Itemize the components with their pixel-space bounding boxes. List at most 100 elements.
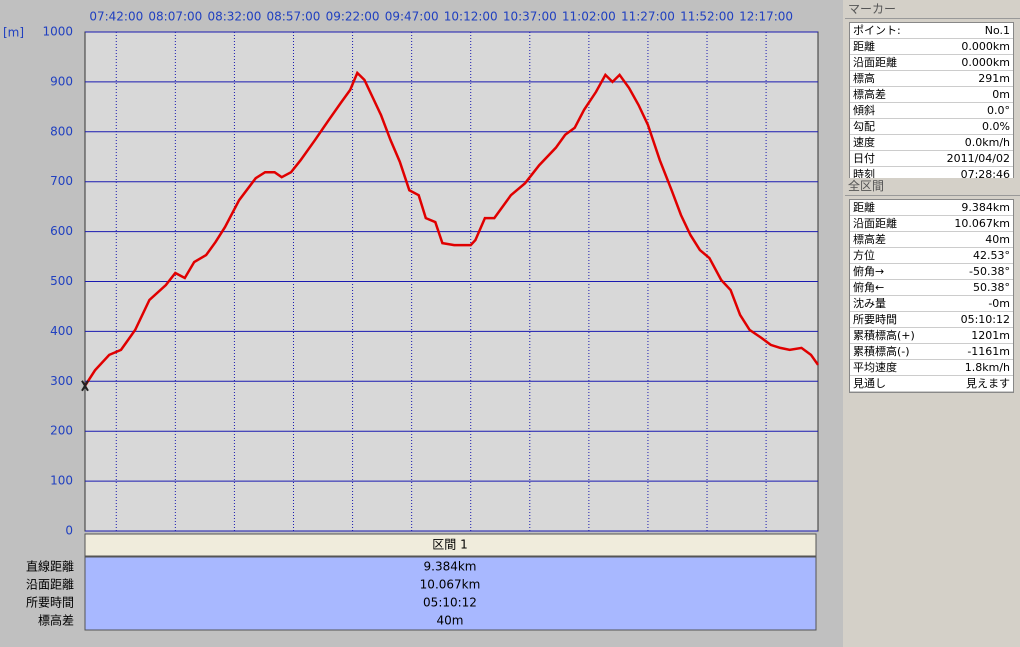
info-row: 平均速度 1.8km/h bbox=[850, 360, 1013, 376]
x-tick-label: 09:22:00 bbox=[326, 10, 380, 24]
marker-box: ポイント: No.1 距離 0.000km 沿面距離 0.000km 標高 291m 標高差 0m… bbox=[849, 22, 1014, 184]
info-panel: マーカー ポイント: No.1 距離 0.000km 沿面距離 0.000km 標高 291m… bbox=[843, 0, 1020, 647]
panel-title: マーカー bbox=[845, 1, 1020, 19]
info-label: 勾配 bbox=[853, 120, 875, 133]
start-marker bbox=[81, 380, 89, 392]
row-label: 標高差 bbox=[38, 613, 74, 628]
info-label: 沈み量 bbox=[853, 297, 886, 310]
info-row: 速度 0.0km/h bbox=[850, 135, 1013, 151]
info-label: 所要時間 bbox=[853, 313, 897, 326]
info-row: 勾配 0.0% bbox=[850, 119, 1013, 135]
info-value: 05:10:12 bbox=[960, 313, 1010, 326]
info-value: 2011/04/02 bbox=[946, 152, 1010, 165]
y-tick-label: 1000 bbox=[42, 25, 73, 39]
info-value: 291m bbox=[978, 72, 1010, 85]
info-value: 9.384km bbox=[961, 201, 1010, 214]
info-row: ポイント: No.1 bbox=[850, 23, 1013, 39]
info-value: -50.38° bbox=[969, 265, 1010, 278]
info-row: 方位 42.53° bbox=[850, 248, 1013, 264]
info-row: 累積標高(+) 1201m bbox=[850, 328, 1013, 344]
info-value: 07:28:46 bbox=[960, 168, 1010, 181]
row-label: 沿面距離 bbox=[26, 578, 74, 592]
y-tick-label: 600 bbox=[50, 224, 73, 238]
info-row: 見通し 見えます bbox=[850, 376, 1013, 392]
row-value: 9.384km bbox=[424, 560, 477, 574]
info-label: 日付 bbox=[853, 152, 875, 165]
info-value: No.1 bbox=[984, 24, 1010, 37]
info-value: 10.067km bbox=[954, 217, 1010, 230]
y-tick-label: 800 bbox=[50, 124, 73, 138]
info-row: 俯角→ -50.38° bbox=[850, 264, 1013, 280]
info-label: 距離 bbox=[853, 40, 875, 53]
x-tick-label: 11:52:00 bbox=[680, 10, 734, 24]
info-value: -0m bbox=[988, 297, 1010, 310]
total-box: 距離 9.384km 沿面距離 10.067km 標高差 40m 方位 42.53° 俯角→ -5… bbox=[849, 199, 1014, 393]
info-value: 1201m bbox=[971, 329, 1010, 342]
info-label: 俯角← bbox=[853, 281, 885, 294]
x-tick-label: 08:07:00 bbox=[148, 10, 202, 24]
table-body-bg bbox=[84, 556, 817, 631]
info-label: 時刻 bbox=[853, 168, 875, 181]
elevation-line bbox=[83, 70, 820, 387]
info-label: 標高差 bbox=[853, 233, 886, 246]
info-row: 標高差 40m bbox=[850, 232, 1013, 248]
info-value: -1161m bbox=[967, 345, 1010, 358]
info-row: 所要時間 05:10:12 bbox=[850, 312, 1013, 328]
info-row: 傾斜 0.0° bbox=[850, 103, 1013, 119]
info-label: 累積標高(-) bbox=[853, 345, 910, 358]
y-tick-label: 0 bbox=[65, 524, 73, 538]
info-label: 距離 bbox=[853, 201, 875, 214]
info-row: 距離 9.384km bbox=[850, 200, 1013, 216]
row-label: 直線距離 bbox=[26, 559, 74, 574]
info-row: 沈み量 -0m bbox=[850, 296, 1013, 312]
row-label: 所要時間 bbox=[26, 596, 74, 610]
info-row: 標高 291m bbox=[850, 71, 1013, 87]
info-row: 標高差 0m bbox=[850, 87, 1013, 103]
y-tick-label: 200 bbox=[50, 424, 73, 438]
row-value: 05:10:12 bbox=[423, 596, 477, 610]
info-label: 沿面距離 bbox=[853, 217, 897, 230]
info-label: 累積標高(+) bbox=[853, 329, 915, 342]
info-row: 俯角← 50.38° bbox=[850, 280, 1013, 296]
info-label: 見通し bbox=[853, 377, 886, 390]
y-tick-label: 100 bbox=[50, 474, 73, 488]
info-value: 0.000km bbox=[961, 40, 1010, 53]
info-label: ポイント: bbox=[853, 24, 901, 37]
x-tick-label: 10:37:00 bbox=[503, 10, 557, 24]
x-tick-label: 10:12:00 bbox=[444, 10, 498, 24]
info-value: 見えます bbox=[966, 377, 1010, 390]
info-value: 42.53° bbox=[973, 249, 1010, 262]
y-tick-label: 300 bbox=[50, 374, 73, 388]
info-row: 沿面距離 0.000km bbox=[850, 55, 1013, 71]
x-tick-label: 11:27:00 bbox=[621, 10, 675, 24]
info-value: 0.000km bbox=[961, 56, 1010, 69]
x-tick-label: 08:32:00 bbox=[207, 10, 261, 24]
y-tick-label: 500 bbox=[50, 274, 73, 288]
x-tick-label: 09:47:00 bbox=[385, 10, 439, 24]
info-label: 標高差 bbox=[853, 88, 886, 101]
info-row: 距離 0.000km bbox=[850, 39, 1013, 55]
y-tick-label: 900 bbox=[50, 74, 73, 88]
info-value: 0.0km/h bbox=[964, 136, 1010, 149]
x-tick-label: 07:42:00 bbox=[89, 10, 143, 24]
chart: [m] 0 100 200 300 400 500 600 700 800 900 1000 07:4… bbox=[3, 10, 820, 631]
info-row: 沿面距離 10.067km bbox=[850, 216, 1013, 232]
info-label: 速度 bbox=[853, 136, 875, 149]
table-header: 区間 1 bbox=[432, 538, 467, 552]
info-value: 40m bbox=[985, 233, 1010, 246]
row-value: 40m bbox=[437, 614, 464, 628]
y-tick-label: 400 bbox=[50, 324, 73, 338]
info-label: 傾斜 bbox=[853, 104, 875, 117]
info-value: 1.8km/h bbox=[964, 361, 1010, 374]
x-tick-label: 11:02:00 bbox=[562, 10, 616, 24]
x-tick-label: 12:17:00 bbox=[739, 10, 793, 24]
info-value: 50.38° bbox=[973, 281, 1010, 294]
table-header-bg bbox=[84, 533, 817, 557]
info-value: 0.0° bbox=[987, 104, 1010, 117]
info-value: 0.0% bbox=[982, 120, 1010, 133]
info-row: 日付 2011/04/02 bbox=[850, 151, 1013, 167]
info-label: 俯角→ bbox=[853, 265, 885, 278]
x-tick-label: 08:57:00 bbox=[267, 10, 321, 24]
y-axis-label: [m] bbox=[3, 26, 24, 40]
row-value: 10.067km bbox=[420, 578, 481, 592]
